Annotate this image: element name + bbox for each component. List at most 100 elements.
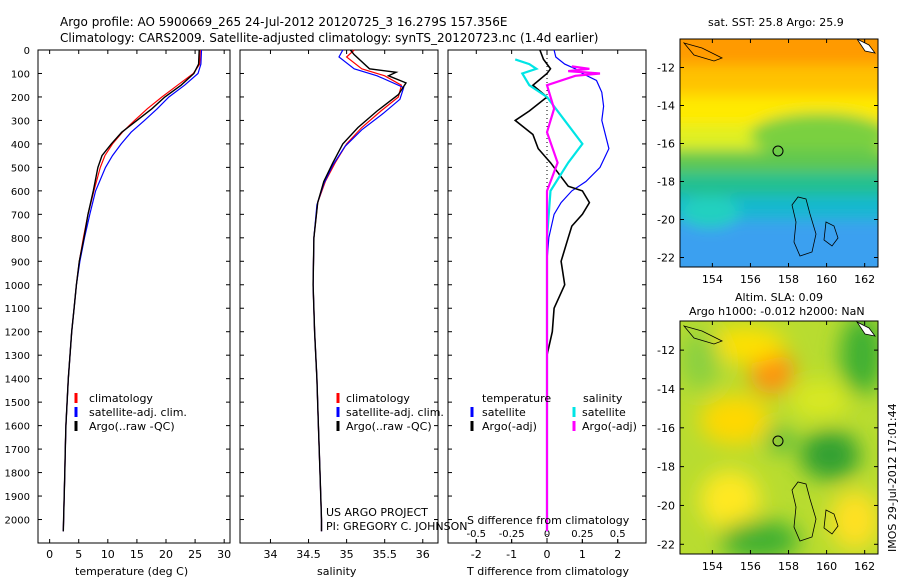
s-difference-xlabel: S difference from climatology [467,514,630,527]
difference-series [513,49,610,532]
x-tick-label: -0.25 [499,529,525,540]
map-y-tick-label: -16 [657,422,675,435]
series-argo-raw-qc- [312,49,408,532]
series-s-argo-adj- [545,65,601,532]
salinity-xlabel: salinity [317,565,357,578]
series-t-argo-adj- [513,49,591,532]
legend-clim-label: climatology [89,392,153,405]
map-y-tick-label: -18 [657,461,675,474]
difference-legend: temperature satellite Argo(-adj) salinit… [470,392,637,433]
map-x-tick-label: 160 [816,560,837,573]
map-y-tick-label: -12 [657,62,675,75]
x-tick-label: 30 [217,548,231,561]
sla-map-axes: 154 156 158 160 162 -12 -14 -16 -18 -20 -22 [657,321,878,573]
depth-tick-label: 2000 [5,516,30,527]
x-tick-label: 5 [75,548,82,561]
depth-tick-label: 1600 [5,422,30,433]
x-tick-label: -2 [471,548,482,561]
temperature-series [62,49,203,532]
map-y-tick-label: -16 [657,138,675,151]
temperature-legend: climatology satellite-adj. clim. Argo(..… [74,392,187,433]
temperature-panel-frame [37,49,231,544]
map-y-tick-label: -22 [657,252,675,265]
project-label: US ARGO PROJECT [326,506,428,519]
legend-argo-label: Argo(..raw -QC) [346,420,432,433]
x-tick-label: 35.5 [372,548,397,561]
map-y-tick-label: -22 [657,538,675,551]
x-tick-label: -0.5 [467,529,487,540]
map-x-tick-label: 154 [702,560,723,573]
map-x-tick-label: 156 [740,560,761,573]
x-tick-label: 35 [340,548,354,561]
depth-tick-label: 1800 [5,469,30,480]
x-tick-label: 34.5 [296,548,321,561]
map-x-tick-label: 158 [778,560,799,573]
x-tick-label: 0 [46,548,53,561]
sla-map-field [680,321,878,554]
legend-t-sat-label: satellite [482,406,526,419]
map-y-tick-label: -12 [657,344,675,357]
sla-map-frame [679,320,879,555]
depth-tick-label: 300 [11,116,30,127]
x-tick-label: 0.25 [571,529,593,540]
map-y-tick-label: -20 [657,214,675,227]
x-tick-label: 36 [416,548,430,561]
series-satellite-adj-clim- [312,49,405,532]
x-tick-label: 20 [159,548,173,561]
legend-salinity-heading: salinity [583,392,623,405]
depth-tick-label: 900 [11,257,30,268]
map-x-tick-label: 156 [740,273,761,286]
legend-s-argo-label: Argo(-adj) [582,420,637,433]
depth-tick-label: 1300 [5,351,30,362]
map-y-tick-label: -14 [657,100,675,113]
temperature-x-axis: 0 5 10 15 20 25 30 [46,50,231,561]
imos-timestamp-label: IMOS 29-Jul-2012 17:01:44 [886,403,899,552]
legend-clim-label: climatology [346,392,410,405]
series-t-satellite [546,49,610,532]
map-y-tick-label: -14 [657,383,675,396]
title-line-1: Argo profile: AO 5900669_265 24-Jul-2012… [60,15,507,29]
t-difference-xlabel: T difference from climatology [466,565,629,578]
depth-tick-label: 1900 [5,492,30,503]
salinity-panel-frame [239,49,439,544]
x-tick-label: 0.5 [610,529,626,540]
sst-map-frame [679,38,879,268]
legend-s-sat-label: satellite [582,406,626,419]
x-tick-label: 0 [544,548,551,561]
depth-tick-label: 200 [11,93,30,104]
depth-tick-label: 0 [24,46,30,57]
map-x-tick-label: 160 [816,273,837,286]
series-climatology [312,49,403,532]
map-x-tick-label: 154 [702,273,723,286]
depth-tick-label: 500 [11,163,30,174]
x-tick-label: 15 [130,548,144,561]
depth-axis: 0 100 200 300 400 500 600 700 800 900 1000 1100 1200… [5,46,646,527]
depth-tick-label: 100 [11,69,30,80]
temperature-xlabel: temperature (deg C) [75,565,188,578]
sst-map-field [680,39,878,267]
series-argo-raw-qc- [62,49,200,532]
series-s-satellite [514,58,584,532]
map-y-tick-label: -20 [657,499,675,512]
depth-tick-label: 700 [11,210,30,221]
salinity-series [312,49,408,532]
depth-tick-label: 1700 [5,445,30,456]
sst-map-title: sat. SST: 25.8 Argo: 25.9 [708,16,844,29]
legend-argo-label: Argo(..raw -QC) [89,420,175,433]
map-y-tick-label: -18 [657,176,675,189]
legend-temperature-heading: temperature [482,392,551,405]
map-x-tick-label: 162 [854,273,875,286]
sla-map-title-1: Altim. SLA: 0.09 [735,291,823,304]
depth-tick-label: 800 [11,234,30,245]
salinity-x-axis: 34 34.5 35 35.5 36 [263,50,430,561]
series-climatology [62,49,201,532]
sst-map-axes: 154 156 158 160 162 -12 -14 -16 -18 -20 -22 [657,39,878,286]
salinity-legend: climatology satellite-adj. clim. Argo(..… [336,392,444,433]
legend-t-argo-label: Argo(-adj) [482,420,537,433]
depth-tick-label: 1100 [5,304,30,315]
sla-map-title-2: Argo h1000: -0.012 h2000: NaN [689,305,865,318]
title-line-2: Climatology: CARS2009. Satellite-adjuste… [60,31,598,45]
depth-tick-label: 1200 [5,328,30,339]
depth-tick-label: 600 [11,187,30,198]
map-x-tick-label: 158 [778,273,799,286]
